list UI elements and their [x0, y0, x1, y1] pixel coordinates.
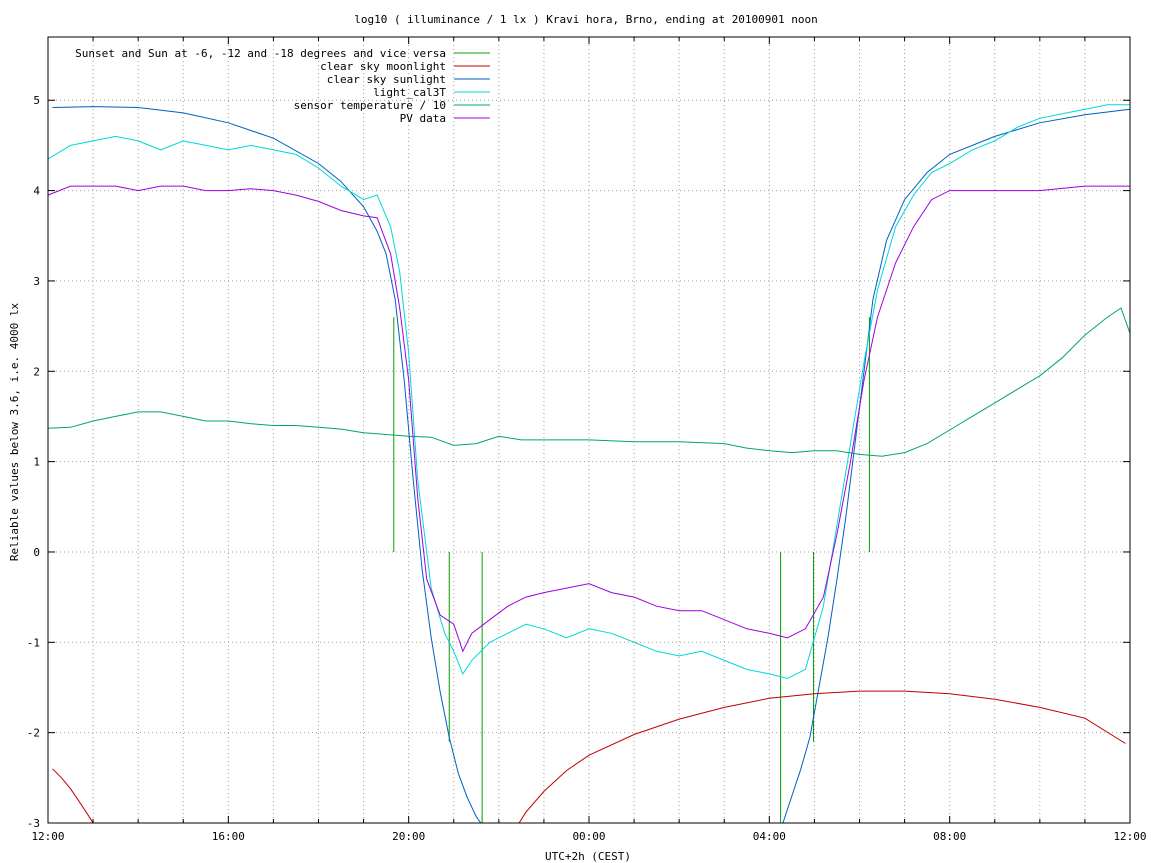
chart-title: log10 ( illuminance / 1 lx ) Kravi hora,… — [354, 13, 818, 26]
legend: Sunset and Sun at -6, -12 and -18 degree… — [75, 47, 490, 125]
y-axis-label: Reliable values below 3.6, i.e. 4000 lx — [8, 302, 21, 561]
x-axis-label: UTC+2h (CEST) — [545, 850, 631, 863]
legend-label: clear sky moonlight — [320, 60, 446, 73]
y-tick-label: 4 — [33, 185, 40, 198]
series-line — [52, 106, 1131, 824]
x-tick-label: 08:00 — [933, 830, 966, 843]
series-line — [47, 104, 1130, 679]
x-tick-label: 04:00 — [753, 830, 786, 843]
grid — [48, 37, 1130, 823]
legend-label: PV data — [400, 112, 446, 125]
y-tick-label: 0 — [33, 546, 40, 559]
series-4 — [47, 104, 1130, 679]
series-line — [47, 185, 1130, 653]
y-tick-label: -2 — [27, 727, 40, 740]
series-1 — [393, 317, 870, 823]
axis-ticks: 12:00 16:00 20:00 00:00 04:00 08:00 12:00-3-2-… — [27, 37, 1147, 843]
series-line — [52, 690, 1126, 824]
legend-label: clear sky sunlight — [327, 73, 446, 86]
x-tick-label: 12:00 — [1113, 830, 1146, 843]
y-tick-label: -3 — [27, 817, 40, 830]
x-tick-label: 16:00 — [212, 830, 245, 843]
x-tick-label: 12:00 — [31, 830, 64, 843]
x-tick-label: 20:00 — [392, 830, 425, 843]
legend-label: light_cal3T — [373, 86, 446, 99]
series-line — [47, 307, 1131, 457]
series-2 — [52, 690, 1126, 824]
y-tick-label: 5 — [33, 94, 40, 107]
series-6 — [47, 185, 1130, 653]
y-tick-label: -1 — [27, 636, 40, 649]
x-tick-label: 00:00 — [572, 830, 605, 843]
y-tick-label: 3 — [33, 275, 40, 288]
legend-label: sensor temperature / 10 — [294, 99, 446, 112]
legend-label: Sunset and Sun at -6, -12 and -18 degree… — [75, 47, 446, 60]
series-5 — [47, 307, 1131, 457]
series-3 — [52, 106, 1131, 824]
y-tick-label: 1 — [33, 456, 40, 469]
plot-area — [47, 104, 1131, 824]
y-tick-label: 2 — [33, 365, 40, 378]
